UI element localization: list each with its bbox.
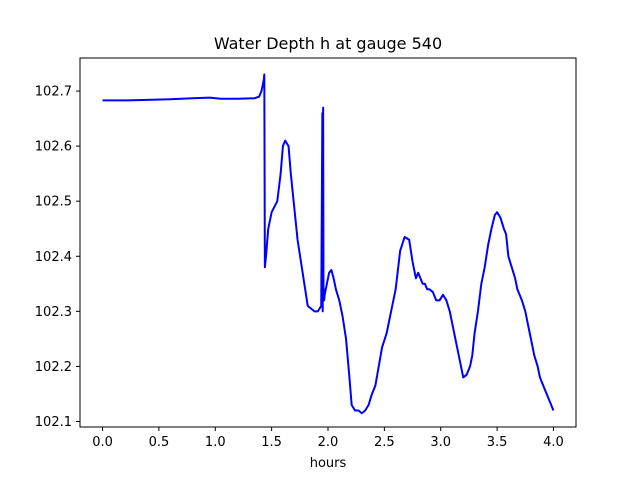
y-tick-label: 102.7 xyxy=(35,85,72,100)
series-line xyxy=(102,73,555,415)
x-tick-label: 2.0 xyxy=(318,435,339,450)
x-tick-label: 2.5 xyxy=(374,435,395,450)
y-tick-label: 102.3 xyxy=(35,305,72,320)
x-tick-label: 0.5 xyxy=(149,435,170,450)
y-tick-label: 102.5 xyxy=(35,195,72,210)
x-tick-label: 0.0 xyxy=(92,435,113,450)
y-tick-label: 102.1 xyxy=(35,415,72,430)
x-tick-label: 3.0 xyxy=(430,435,451,450)
y-axis: 102.1 102.2 102.3 102.4 102.5 102.6 102.7 xyxy=(35,85,80,430)
x-tick-label: 4.0 xyxy=(543,435,564,450)
x-axis: 0.0 0.5 1.0 1.5 2.0 2.5 3.0 3.5 4.0 xyxy=(92,427,564,450)
y-tick-label: 102.6 xyxy=(35,140,72,155)
x-tick-label: 1.0 xyxy=(205,435,226,450)
series-layer xyxy=(102,73,555,415)
x-axis-label: hours xyxy=(310,456,347,471)
y-tick-label: 102.4 xyxy=(35,250,72,265)
plot-frame xyxy=(79,57,577,428)
x-tick-label: 1.5 xyxy=(261,435,282,450)
y-tick-label: 102.2 xyxy=(35,360,72,375)
x-tick-label: 3.5 xyxy=(487,435,508,450)
chart-title: Water Depth h at gauge 540 xyxy=(214,34,442,53)
